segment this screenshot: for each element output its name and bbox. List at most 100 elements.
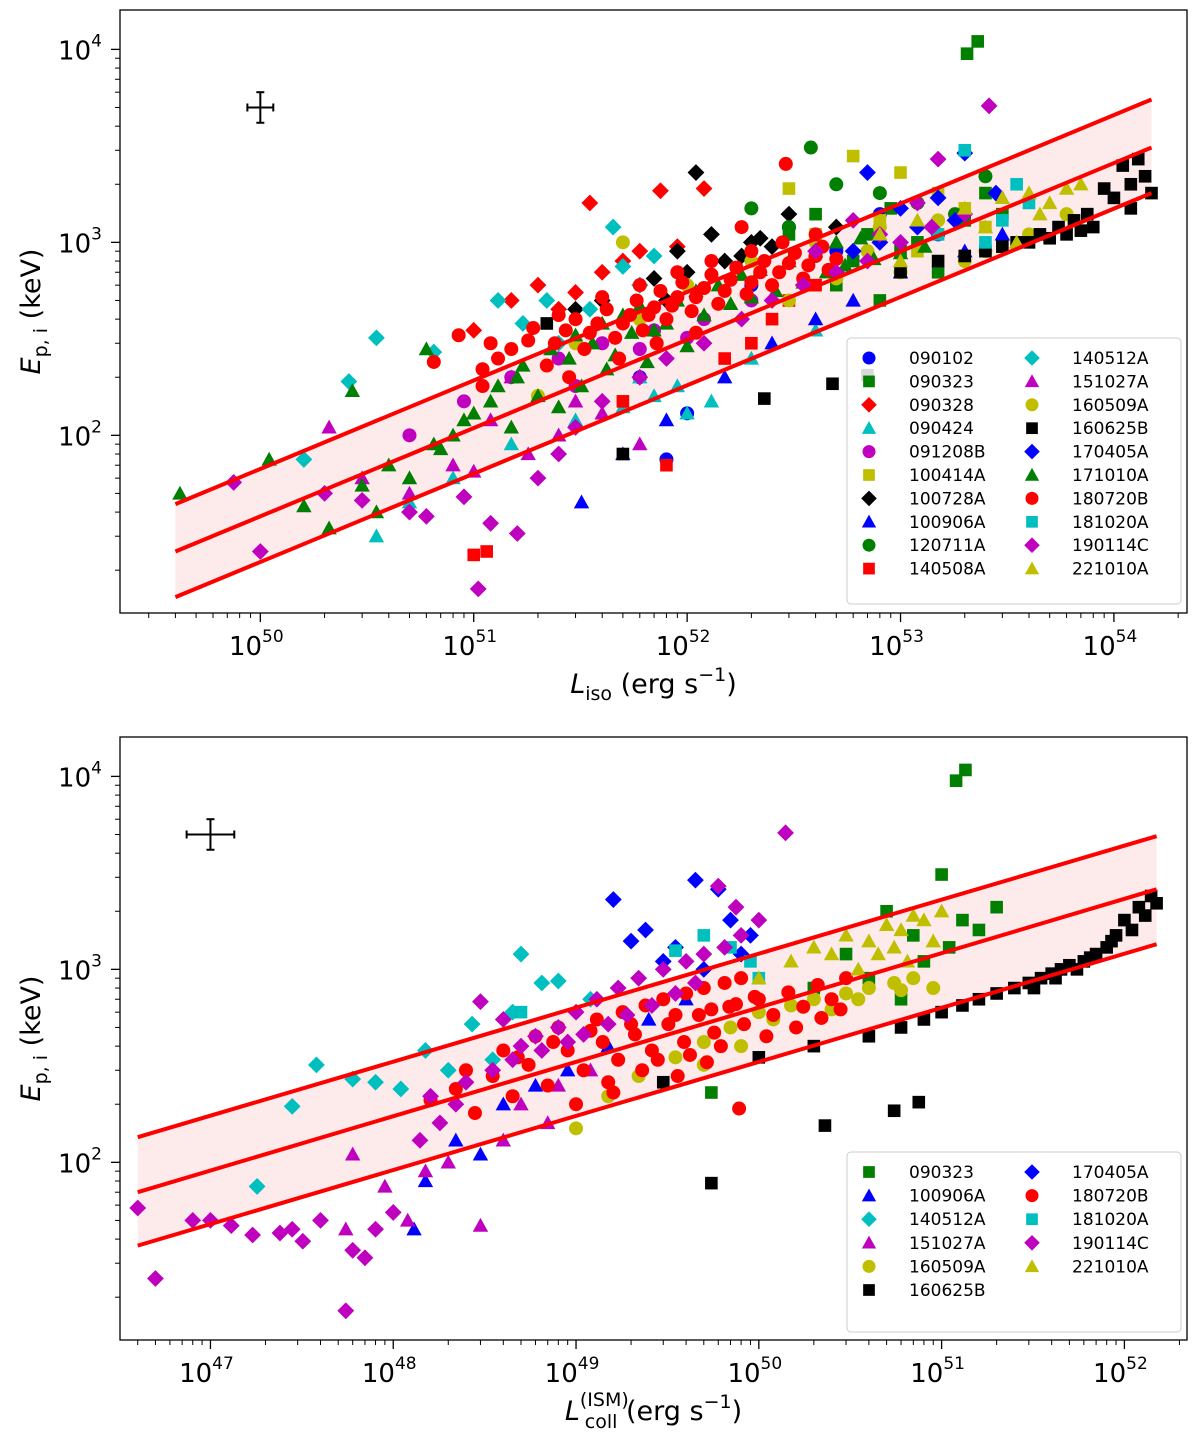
sample-error-bar [185,818,236,851]
data-point [751,229,769,247]
legend-item: 221010A [1024,560,1149,580]
data-point [432,441,449,456]
data-point [575,1026,593,1043]
data-point [838,927,854,942]
legend-label: 140508A [909,560,986,580]
legend-label: 151027A [909,1234,986,1254]
fit-line-lower [174,191,1153,599]
data-point [886,939,902,954]
data-point [737,1017,752,1032]
data-point [611,1052,626,1067]
data-point [456,394,471,409]
data-point [929,189,947,207]
data-point [972,923,986,937]
data-point [550,1077,567,1092]
data-point [445,457,461,472]
data-point [561,350,577,365]
data-point [709,877,727,895]
data-point [839,947,853,961]
legend-label: 170405A [1072,1163,1149,1183]
data-point [894,1021,908,1034]
legend-marker [1024,537,1040,553]
data-point [354,477,370,492]
data-point [695,334,713,352]
data-point [521,1057,536,1072]
data-point [727,898,745,916]
data-point [1097,182,1111,195]
data-point [744,244,759,259]
data-point [577,342,592,357]
data-point [641,1011,657,1026]
legend-label: 190114C [1072,536,1149,556]
legend-item: 100414A [863,466,986,486]
legend-item: 100728A [861,489,986,509]
legend-label: 151027A [1072,372,1149,392]
legend-label: 100906A [909,1187,986,1207]
data-point [971,35,985,48]
data-point [401,485,418,500]
data-point [631,368,649,386]
data-point [1083,951,1097,964]
data-point [734,1039,749,1054]
data-point [377,1178,393,1193]
data-point [711,296,726,311]
data-point [467,1106,482,1121]
data-point [1138,909,1152,922]
data-point [775,235,790,250]
legend-marker [861,1211,877,1227]
data-point [567,284,584,301]
data-point [411,1131,429,1149]
data-point [750,911,768,929]
data-point [814,1010,829,1025]
data-point [467,548,481,562]
data-point [653,283,668,298]
fit-line-upper [137,834,1158,1140]
data-point [469,580,487,598]
legend-marker [861,421,877,434]
data-point [512,1037,530,1055]
legend-marker [863,375,875,388]
legend-item: 160509A [862,1257,986,1277]
data-point [733,266,750,281]
data-point [860,244,875,259]
data-point [344,1241,362,1259]
legend-item: 090323 [863,1163,974,1183]
data-point [826,377,839,391]
fit-line-lower [137,942,1158,1248]
data-point [295,451,313,468]
x-axis-label: Liso (erg s−1) [570,664,737,705]
data-point [539,358,554,373]
data-point [418,341,435,356]
data-point [660,458,673,472]
data-point [515,357,531,372]
legend-label: 090102 [909,349,974,369]
data-point [732,1101,747,1116]
axes-frame [119,9,1188,614]
x-tick-label: 1051 [910,1354,965,1389]
legend-marker [1024,1235,1040,1251]
legend-marker [861,1235,877,1249]
legend-label: 180720B [1072,489,1149,509]
data-point [717,369,733,384]
data-point [512,945,530,963]
data-point [456,412,472,427]
data-point [526,320,541,335]
data-point [643,997,661,1014]
legend-marker [1024,374,1040,388]
legend-item: 180720B [1025,489,1149,509]
x-axis-label: L(ISM) coll (erg s−1) [565,1389,742,1433]
data-point [872,186,887,201]
data-point [549,1019,567,1036]
data-point [845,292,861,307]
data-point [367,1220,384,1238]
data-point [646,322,662,337]
data-point [616,395,630,408]
legend-label: 190114C [1072,1234,1149,1254]
data-point [645,247,663,265]
data-point [691,1008,706,1023]
data-point [946,211,964,229]
data-point [417,1173,434,1188]
data-point [679,986,694,1001]
legend-marker [863,1166,875,1178]
legend: 090102 090323 090328 090424 091208B 100414A 10… [846,337,1182,605]
